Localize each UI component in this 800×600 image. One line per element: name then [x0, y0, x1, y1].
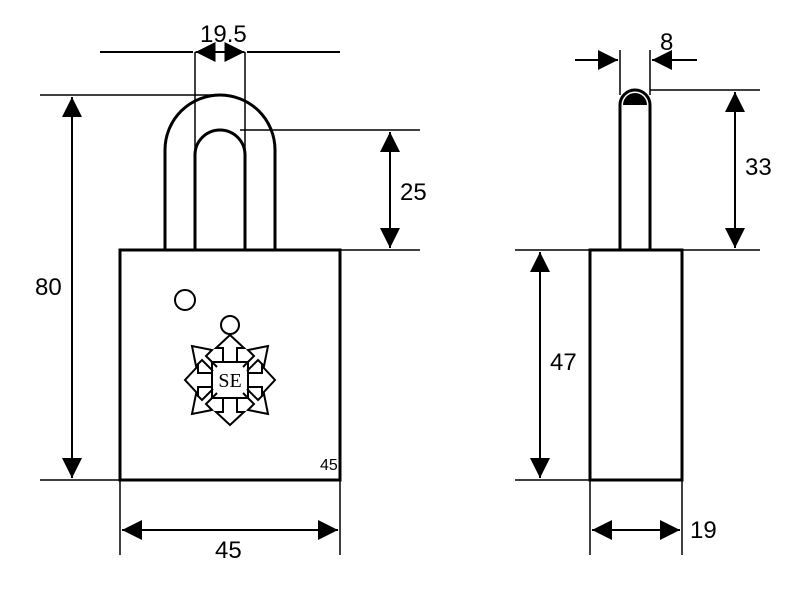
- dim-body-width: 45: [120, 480, 340, 564]
- dim-body-height-side: 47: [515, 250, 590, 480]
- svg-text:33: 33: [745, 154, 772, 181]
- dim-shackle-opening: 19.5: [100, 21, 340, 250]
- lock-body-side: [590, 250, 682, 480]
- keyhole-indicator: [175, 290, 195, 310]
- dim-shackle-height: 33: [650, 90, 772, 250]
- shackle-top-fill: [623, 93, 647, 105]
- svg-text:45: 45: [215, 537, 242, 564]
- dim-shackle-thickness: 8: [575, 29, 697, 95]
- shackle-inner: [195, 130, 245, 250]
- svg-text:19.5: 19.5: [200, 21, 247, 48]
- dim-shackle-clearance: 25: [240, 130, 427, 250]
- svg-text:8: 8: [660, 29, 673, 56]
- front-view: SE 45: [35, 21, 427, 564]
- svg-text:80: 80: [35, 274, 62, 301]
- svg-text:47: 47: [550, 349, 577, 376]
- corner-label: 45: [320, 457, 338, 474]
- shackle-outer: [165, 95, 275, 250]
- svg-text:19: 19: [690, 517, 717, 544]
- logo-text: SE: [218, 370, 241, 392]
- side-view: 8 33 47 19: [515, 29, 772, 555]
- padlock-technical-drawing: SE 45: [0, 0, 800, 600]
- se-logo: SE: [185, 316, 275, 425]
- dim-body-depth: 19: [590, 480, 717, 555]
- shackle-side: [620, 90, 650, 250]
- svg-text:25: 25: [400, 179, 427, 206]
